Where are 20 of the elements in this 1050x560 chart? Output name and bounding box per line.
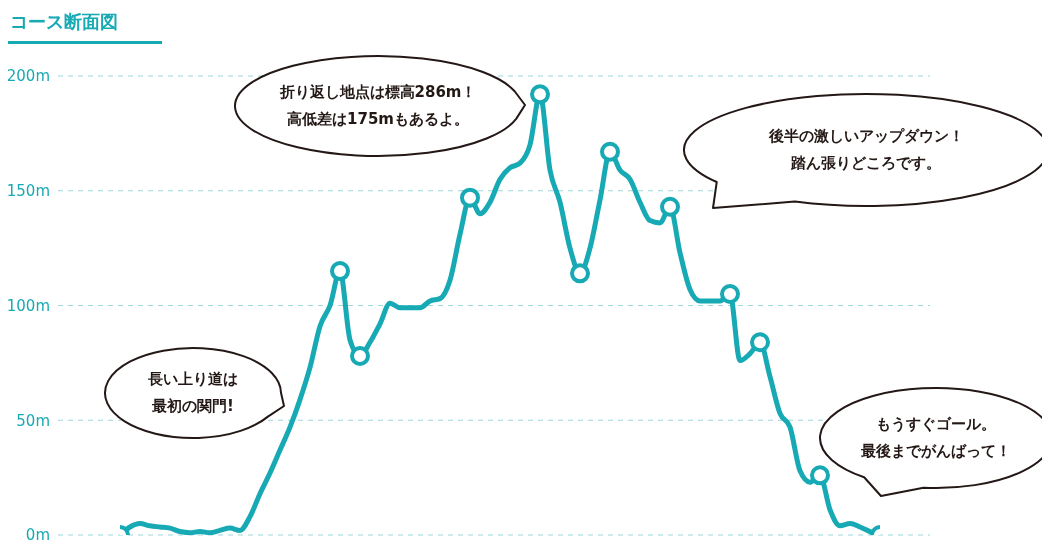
point [720,284,740,305]
annotation: 後半の激しいアップダウン！踏ん張りどころです。 [767,126,965,174]
point [570,263,590,284]
annotation: もうすぐゴール。最後までがんばって！ [860,414,1012,462]
y-tick-label: 200m [6,67,50,86]
y-tick-label: 0m [25,526,50,545]
y-tick-label: 100m [6,296,50,315]
chart-title: コース断面図 [9,10,119,34]
point [350,345,370,366]
point [530,84,550,105]
point [750,332,770,353]
annotation: 折り返し地点は標高286m！高低差は175mもあるよ。 [278,82,478,130]
point [600,141,620,162]
point [460,187,480,208]
point [810,465,830,486]
y-tick-label: 150m [6,182,50,201]
point [660,196,680,217]
y-tick-label: 50m [16,411,50,430]
annotation: 長い上り道は最初の関門! [147,369,239,417]
point [330,261,350,282]
